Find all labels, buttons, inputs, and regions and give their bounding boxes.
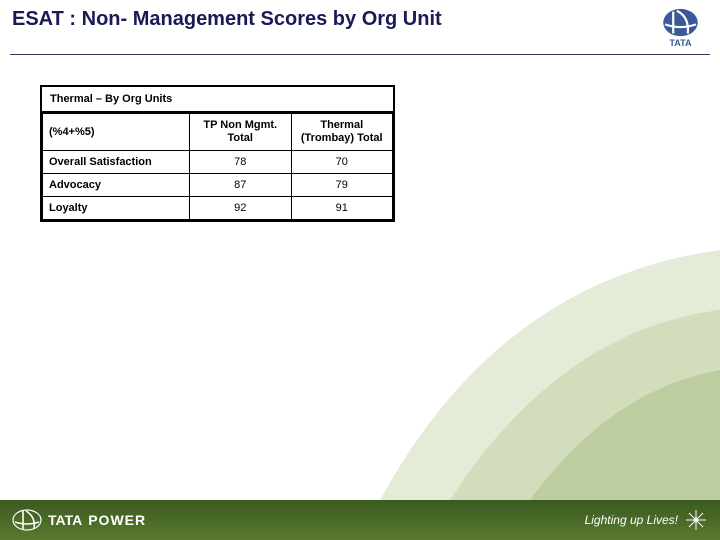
cell-value: 87 bbox=[190, 174, 292, 197]
cell-value: 91 bbox=[291, 197, 393, 220]
sparkle-icon bbox=[684, 508, 708, 532]
row-label: Loyalty bbox=[43, 197, 190, 220]
table-row: Advocacy 87 79 bbox=[43, 174, 393, 197]
cell-value: 92 bbox=[190, 197, 292, 220]
cell-value: 79 bbox=[291, 174, 393, 197]
table-corner-label: (%4+%5) bbox=[43, 114, 190, 151]
table-header-row: (%4+%5) TP Non Mgmt. Total Thermal (Trom… bbox=[43, 114, 393, 151]
col-header-1: TP Non Mgmt. Total bbox=[190, 114, 292, 151]
table-row: Loyalty 92 91 bbox=[43, 197, 393, 220]
footer-brand-secondary: POWER bbox=[88, 512, 146, 528]
data-table: (%4+%5) TP Non Mgmt. Total Thermal (Trom… bbox=[42, 113, 393, 220]
footer-brand: TATA POWER bbox=[12, 509, 146, 531]
col-header-2: Thermal (Trombay) Total bbox=[291, 114, 393, 151]
tata-logo-icon: TATA bbox=[653, 8, 708, 48]
svg-text:TATA: TATA bbox=[669, 38, 692, 48]
table-caption: Thermal – By Org Units bbox=[42, 87, 393, 113]
cell-value: 70 bbox=[291, 151, 393, 174]
content-area: Thermal – By Org Units (%4+%5) TP Non Mg… bbox=[0, 55, 720, 252]
row-label: Overall Satisfaction bbox=[43, 151, 190, 174]
table-row: Overall Satisfaction 78 70 bbox=[43, 151, 393, 174]
footer: TATA POWER Lighting up Lives! bbox=[0, 500, 720, 540]
header: ESAT : Non- Management Scores by Org Uni… bbox=[0, 0, 720, 54]
row-label: Advocacy bbox=[43, 174, 190, 197]
page-title: ESAT : Non- Management Scores by Org Uni… bbox=[12, 8, 442, 31]
scores-table: Thermal – By Org Units (%4+%5) TP Non Mg… bbox=[40, 85, 395, 222]
footer-tagline: Lighting up Lives! bbox=[585, 513, 678, 527]
tata-mark-icon bbox=[12, 509, 42, 531]
footer-tagline-area: Lighting up Lives! bbox=[585, 508, 708, 532]
cell-value: 78 bbox=[190, 151, 292, 174]
footer-brand-primary: TATA bbox=[48, 512, 82, 528]
